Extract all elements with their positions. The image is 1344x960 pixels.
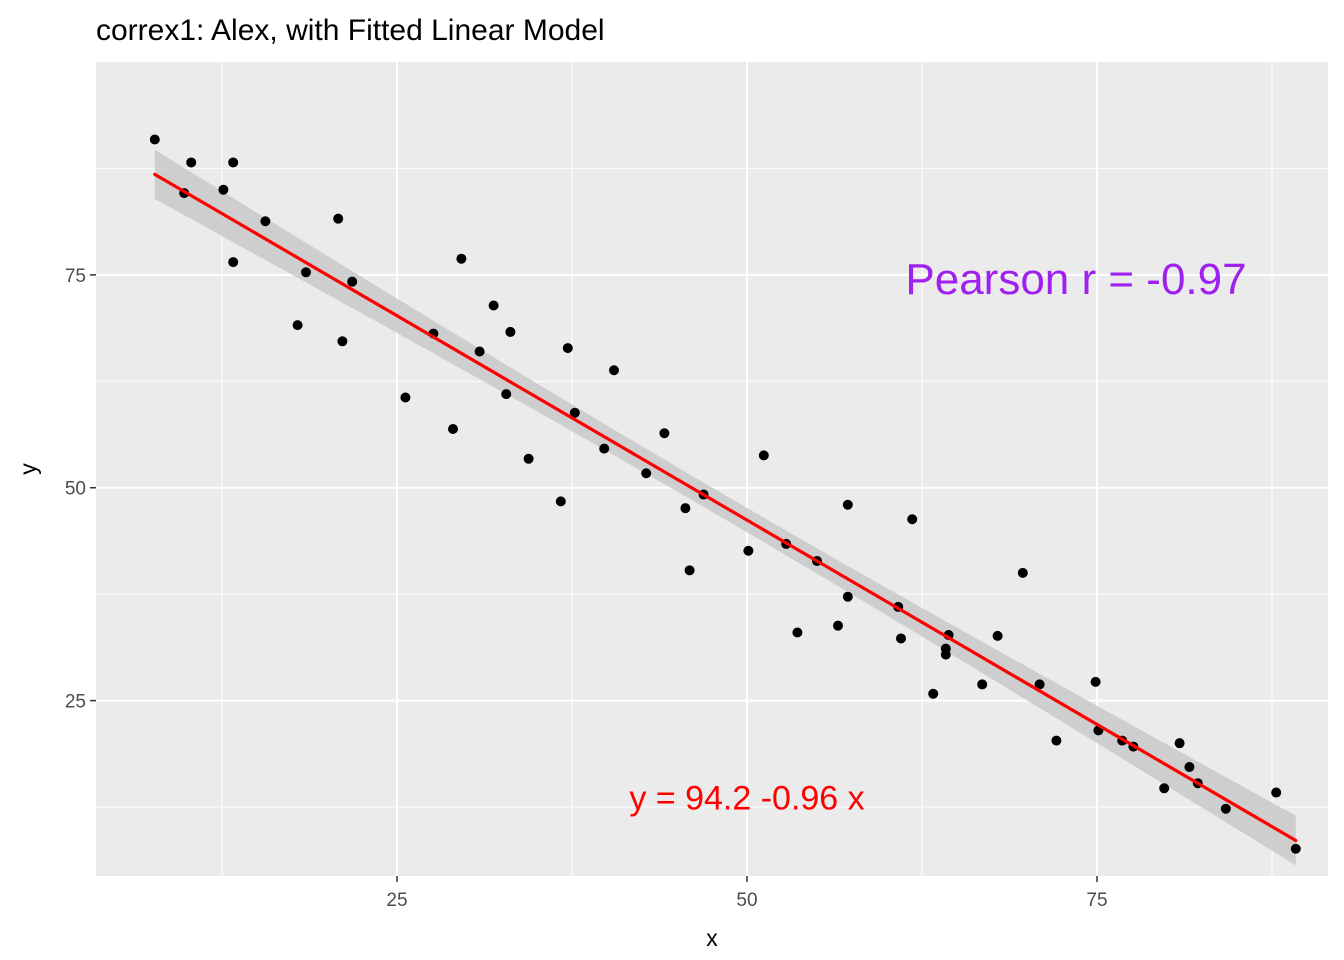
- data-point: [218, 184, 229, 195]
- data-point: [456, 253, 467, 264]
- data-point: [928, 688, 939, 699]
- y-tick-label: 75: [65, 266, 86, 287]
- data-point: [758, 450, 769, 461]
- data-point: [684, 565, 695, 576]
- y-tick-label: 25: [65, 692, 86, 713]
- data-point: [501, 389, 512, 400]
- data-point: [896, 633, 906, 644]
- pearson-annotation: Pearson r = -0.97: [905, 255, 1246, 304]
- data-point: [1017, 567, 1028, 578]
- data-point: [337, 336, 348, 347]
- data-point: [400, 392, 411, 403]
- data-point: [488, 300, 499, 311]
- data-point: [569, 407, 580, 418]
- data-point: [833, 620, 843, 631]
- x-tick-label: 50: [736, 890, 757, 911]
- data-point: [842, 499, 853, 510]
- data-point: [1034, 679, 1045, 690]
- y-axis-ticks: 25 50 75: [65, 266, 96, 713]
- data-point: [641, 468, 652, 479]
- data-point: [562, 343, 573, 354]
- data-point: [1174, 738, 1185, 749]
- data-point: [347, 276, 358, 287]
- data-point: [186, 157, 197, 168]
- data-point: [292, 320, 303, 331]
- data-point: [333, 213, 344, 224]
- data-point: [555, 496, 566, 507]
- fit-line: [153, 172, 1298, 843]
- x-tick-label: 25: [386, 890, 407, 911]
- data-point: [228, 157, 239, 168]
- data-point: [659, 428, 670, 439]
- data-point: [680, 503, 691, 514]
- data-point: [448, 423, 458, 434]
- data-point: [1271, 787, 1282, 798]
- data-point: [505, 326, 516, 337]
- data-point: [907, 514, 918, 525]
- data-point: [474, 346, 485, 357]
- data-point: [992, 630, 1003, 641]
- data-point: [977, 679, 988, 690]
- data-point: [1184, 762, 1195, 773]
- data-point: [599, 443, 610, 454]
- y-axis-label: y: [15, 463, 41, 475]
- data-points: [149, 134, 1301, 854]
- data-point: [1051, 735, 1062, 746]
- equation-annotation: y = 94.2 -0.96 x: [629, 780, 864, 818]
- x-tick-label: 75: [1086, 890, 1107, 911]
- data-point: [940, 649, 951, 660]
- data-point: [260, 216, 271, 227]
- data-point: [1159, 783, 1170, 794]
- x-axis-ticks: 25 50 75: [386, 876, 1108, 911]
- chart-title: correx1: Alex, with Fitted Linear Model: [96, 14, 605, 47]
- data-point: [792, 627, 803, 638]
- data-point: [523, 453, 534, 464]
- data-point: [609, 365, 619, 376]
- data-point: [842, 591, 853, 602]
- data-point: [228, 257, 239, 268]
- data-point: [1090, 676, 1101, 687]
- data-point: [149, 134, 160, 145]
- data-point: [743, 545, 754, 556]
- data-point: [1290, 843, 1301, 854]
- x-axis-label: x: [706, 925, 718, 951]
- y-tick-label: 50: [65, 479, 86, 500]
- data-point: [301, 267, 311, 278]
- data-point: [1220, 803, 1231, 814]
